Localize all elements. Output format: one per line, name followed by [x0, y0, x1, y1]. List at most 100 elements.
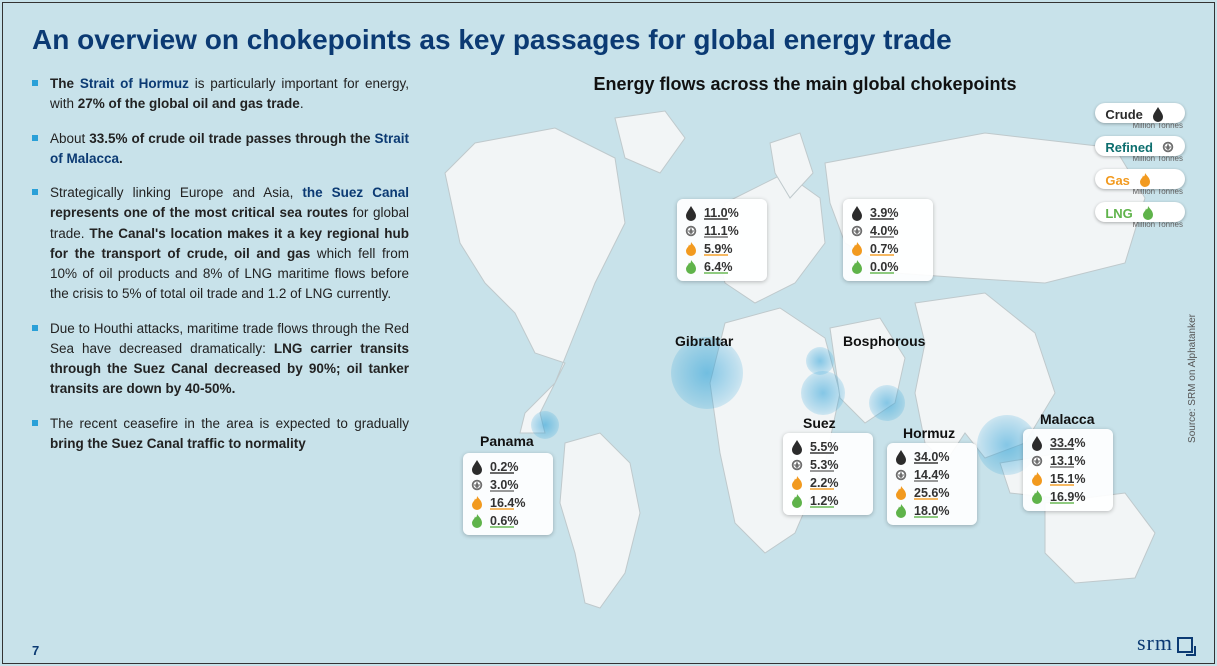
chokepoint-card: 34.0%14.4%25.6%18.0% — [887, 443, 977, 525]
refined-icon — [684, 223, 698, 239]
data-bar — [490, 472, 514, 474]
chokepoint-label: Bosphorous — [843, 333, 925, 349]
data-bar — [810, 452, 834, 454]
data-row: 6.4% — [684, 258, 760, 276]
data-row: 15.1% — [1030, 470, 1106, 488]
bullet-item: The Strait of Hormuz is particularly imp… — [32, 74, 409, 115]
bullet-item: About 33.5% of crude oil trade passes th… — [32, 129, 409, 170]
data-bar — [704, 254, 728, 256]
chokepoint-label: Gibraltar — [675, 333, 733, 349]
data-bar — [870, 236, 894, 238]
legend-item: LNGMillion Tonnes — [1095, 202, 1185, 229]
data-bar — [490, 508, 514, 510]
data-row: 14.4% — [894, 466, 970, 484]
data-row: 0.7% — [850, 240, 926, 258]
data-bar — [870, 272, 894, 274]
data-row: 2.2% — [790, 474, 866, 492]
bullet-square-icon — [32, 420, 38, 426]
data-bar — [704, 236, 728, 238]
data-row: 3.9% — [850, 204, 926, 222]
chokepoint-label: Hormuz — [903, 425, 955, 441]
gas-icon — [470, 495, 484, 511]
lng-icon — [684, 259, 698, 275]
data-bar — [870, 218, 894, 220]
chokepoint-card: 5.5%5.3%2.2%1.2% — [783, 433, 873, 515]
data-row: 0.2% — [470, 458, 546, 476]
data-row: 25.6% — [894, 484, 970, 502]
crude-icon — [1151, 106, 1165, 122]
data-bar — [914, 462, 938, 464]
data-row: 3.0% — [470, 476, 546, 494]
lng-icon — [894, 503, 908, 519]
data-row: 11.0% — [684, 204, 760, 222]
gas-icon — [1138, 172, 1152, 188]
crude-icon — [1030, 435, 1044, 451]
chokepoint-hotspot — [531, 411, 559, 439]
content-row: The Strait of Hormuz is particularly imp… — [32, 74, 1185, 623]
data-row: 0.0% — [850, 258, 926, 276]
slide: An overview on chokepoints as key passag… — [0, 0, 1217, 666]
chokepoint-card: 3.9%4.0%0.7%0.0% — [843, 199, 933, 281]
refined-icon — [1030, 453, 1044, 469]
gas-icon — [790, 475, 804, 491]
legend-pill: Refined — [1095, 136, 1185, 156]
legend-label: LNG — [1105, 206, 1132, 221]
data-bar — [810, 506, 834, 508]
chart-title: Energy flows across the main global chok… — [425, 74, 1185, 95]
data-bar — [914, 516, 938, 518]
data-bar — [870, 254, 894, 256]
gas-icon — [850, 241, 864, 257]
brand-square-icon — [1177, 637, 1193, 653]
legend-pill: Gas — [1095, 169, 1185, 189]
data-row: 16.9% — [1030, 488, 1106, 506]
lng-icon — [850, 259, 864, 275]
world-map: CrudeMillion TonnesRefinedMillion Tonnes… — [425, 103, 1185, 623]
data-row: 18.0% — [894, 502, 970, 520]
crude-icon — [850, 205, 864, 221]
bullet-square-icon — [32, 80, 38, 86]
lng-icon — [790, 493, 804, 509]
data-bar — [704, 272, 728, 274]
bullet-item: Due to Houthi attacks, maritime trade fl… — [32, 319, 409, 400]
data-row: 0.6% — [470, 512, 546, 530]
lng-icon — [1141, 205, 1155, 221]
gas-icon — [684, 241, 698, 257]
chokepoint-card: 11.0%11.1%5.9%6.4% — [677, 199, 767, 281]
refined-icon — [1161, 139, 1175, 155]
data-bar — [914, 498, 938, 500]
data-bar — [490, 526, 514, 528]
data-row: 13.1% — [1030, 452, 1106, 470]
gas-icon — [894, 485, 908, 501]
bullet-item: The recent ceasefire in the area is expe… — [32, 414, 409, 455]
chokepoint-label: Malacca — [1040, 411, 1094, 427]
chokepoint-card: 0.2%3.0%16.4%0.6% — [463, 453, 553, 535]
legend-pill: Crude — [1095, 103, 1185, 123]
refined-icon — [894, 467, 908, 483]
data-row: 5.5% — [790, 438, 866, 456]
bullet-square-icon — [32, 189, 38, 195]
bullet-text: The recent ceasefire in the area is expe… — [50, 414, 409, 455]
crude-icon — [684, 205, 698, 221]
brand-logo: srm — [1137, 630, 1193, 656]
bullet-item: Strategically linking Europe and Asia, t… — [32, 183, 409, 305]
data-row: 5.9% — [684, 240, 760, 258]
refined-icon — [790, 457, 804, 473]
data-row: 33.4% — [1030, 434, 1106, 452]
legend-item: RefinedMillion Tonnes — [1095, 136, 1185, 163]
legend: CrudeMillion TonnesRefinedMillion Tonnes… — [1095, 103, 1185, 229]
data-bar — [1050, 448, 1074, 450]
legend-item: GasMillion Tonnes — [1095, 169, 1185, 196]
data-bar — [810, 470, 834, 472]
bullet-text: The Strait of Hormuz is particularly imp… — [50, 74, 409, 115]
map-svg — [425, 103, 1185, 623]
data-bar — [1050, 466, 1074, 468]
bullet-text: Due to Houthi attacks, maritime trade fl… — [50, 319, 409, 400]
data-bar — [1050, 502, 1074, 504]
data-row: 34.0% — [894, 448, 970, 466]
data-bar — [810, 488, 834, 490]
legend-label: Refined — [1105, 140, 1153, 155]
data-bar — [490, 490, 514, 492]
slide-title: An overview on chokepoints as key passag… — [32, 24, 1185, 56]
bullet-square-icon — [32, 325, 38, 331]
chart-column: Energy flows across the main global chok… — [425, 74, 1185, 623]
